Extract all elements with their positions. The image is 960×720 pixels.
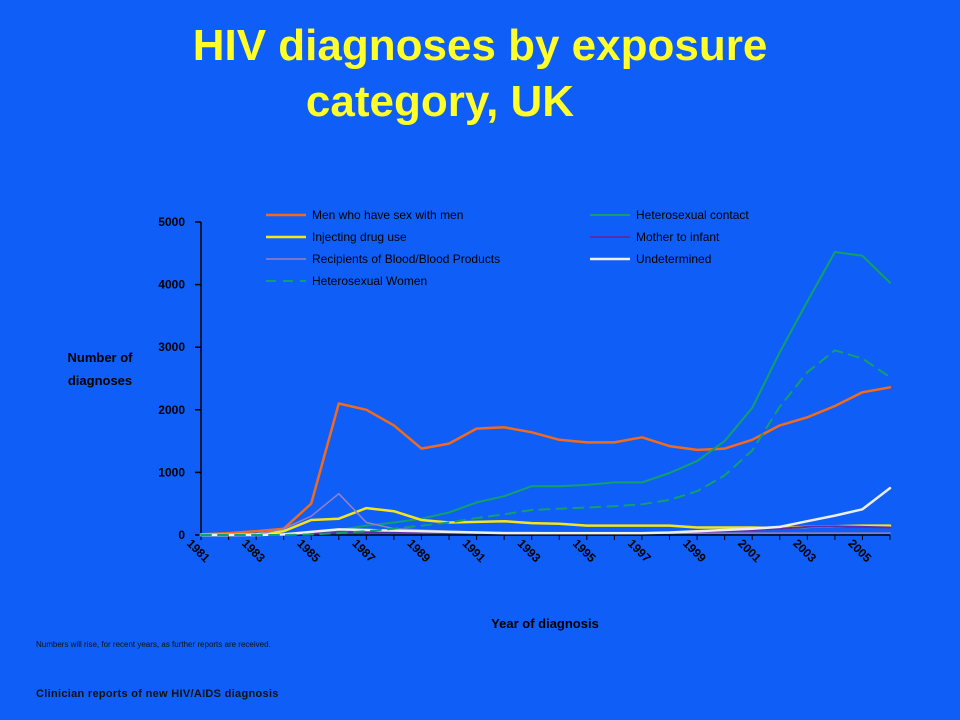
- legend-label: Injecting drug use: [312, 230, 407, 244]
- x-axis-label: Year of diagnosis: [491, 616, 599, 631]
- x-tick-label: 1981: [184, 536, 213, 565]
- x-tick-label: 1999: [680, 536, 709, 565]
- series-line-0: [199, 386, 892, 536]
- x-tick-label: 1989: [404, 536, 433, 565]
- footnote: Numbers will rise, for recent years, as …: [36, 640, 271, 649]
- x-tick-label: 1991: [460, 536, 489, 565]
- y-tick-label: 0: [178, 528, 185, 542]
- x-tick-label: 1985: [294, 536, 323, 565]
- source-note: Clinician reports of new HIV/AIDS diagno…: [36, 688, 279, 700]
- series-line-5: [199, 486, 892, 537]
- legend-label: Undetermined: [636, 252, 711, 266]
- y-tick-label: 1000: [158, 465, 185, 479]
- x-tick-label: 1987: [349, 536, 378, 565]
- x-tick-label: 1997: [625, 536, 654, 565]
- y-tick-label: 3000: [158, 340, 185, 354]
- y-tick-label: 2000: [158, 403, 185, 417]
- y-tick-label: 5000: [158, 215, 185, 229]
- series-line-6: [200, 349, 891, 536]
- x-tick-label: 2003: [790, 536, 819, 565]
- x-tick-label: 2005: [845, 536, 874, 565]
- legend-label: Recipients of Blood/Blood Products: [312, 252, 500, 266]
- x-tick-label: 1995: [570, 536, 599, 565]
- legend-label: Mother to infant: [636, 230, 720, 244]
- series-line-1: [200, 251, 891, 536]
- title-line-2: category, UK: [305, 77, 575, 126]
- y-tick-label: 4000: [158, 278, 185, 292]
- x-tick-label: 2001: [735, 536, 764, 565]
- x-tick-label: 1983: [239, 536, 268, 565]
- title-line-1: HIV diagnoses by exposure: [192, 21, 768, 70]
- y-axis-label: Number of diagnoses: [67, 350, 133, 388]
- legend-label: Men who have sex with men: [312, 208, 463, 222]
- x-tick-label: 1993: [515, 536, 544, 565]
- page-title: HIV diagnoses by exposure category, UK: [0, 18, 960, 130]
- legend-label: Heterosexual contact: [636, 208, 749, 222]
- legend-label: Heterosexual Women: [312, 274, 427, 288]
- series-line-2: [199, 506, 892, 537]
